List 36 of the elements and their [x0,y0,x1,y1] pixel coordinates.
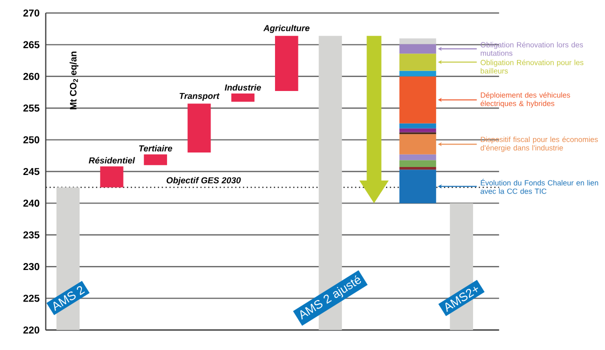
bar [231,94,254,102]
bar [399,44,436,54]
y-tick-label: 220 [23,326,40,334]
x-tick-label: Résidentiel [88,157,136,164]
bar [399,160,436,168]
bar [399,167,436,170]
bar [100,166,124,188]
y-tick-label: 255 [23,104,40,112]
x-tick-label: Transport [180,92,220,101]
y-tick-label: 240 [23,200,40,207]
ref-line-label: Objectif GES 2030 [166,177,241,186]
bar [399,70,436,76]
bar [399,154,436,160]
bar [275,36,298,91]
x-tick-label: Industrie [224,84,261,91]
y-tick-label: 270 [23,9,40,17]
bar [399,170,436,204]
y-tick-label: 265 [23,41,40,48]
bar [399,38,436,44]
x-tick-label: Agriculture [263,24,310,33]
bar [144,154,168,166]
x-tick-label: Tertiaire [139,145,172,152]
bar [399,134,436,154]
y-tick-label: 235 [23,231,40,238]
bar [188,104,211,152]
y-tick-label: 260 [23,72,40,80]
y-tick-label: 245 [23,168,40,176]
bar [399,123,436,128]
y-tick-label: 230 [23,263,40,270]
bar [399,76,436,124]
bar [399,54,436,71]
bar [399,128,436,132]
x-tick-label: AMS 2 [53,286,85,312]
y-axis-title: Mt CO$_{2}$ eq/an [70,52,78,110]
y-tick-label: 225 [23,294,40,302]
y-tick-label: 250 [23,136,40,144]
